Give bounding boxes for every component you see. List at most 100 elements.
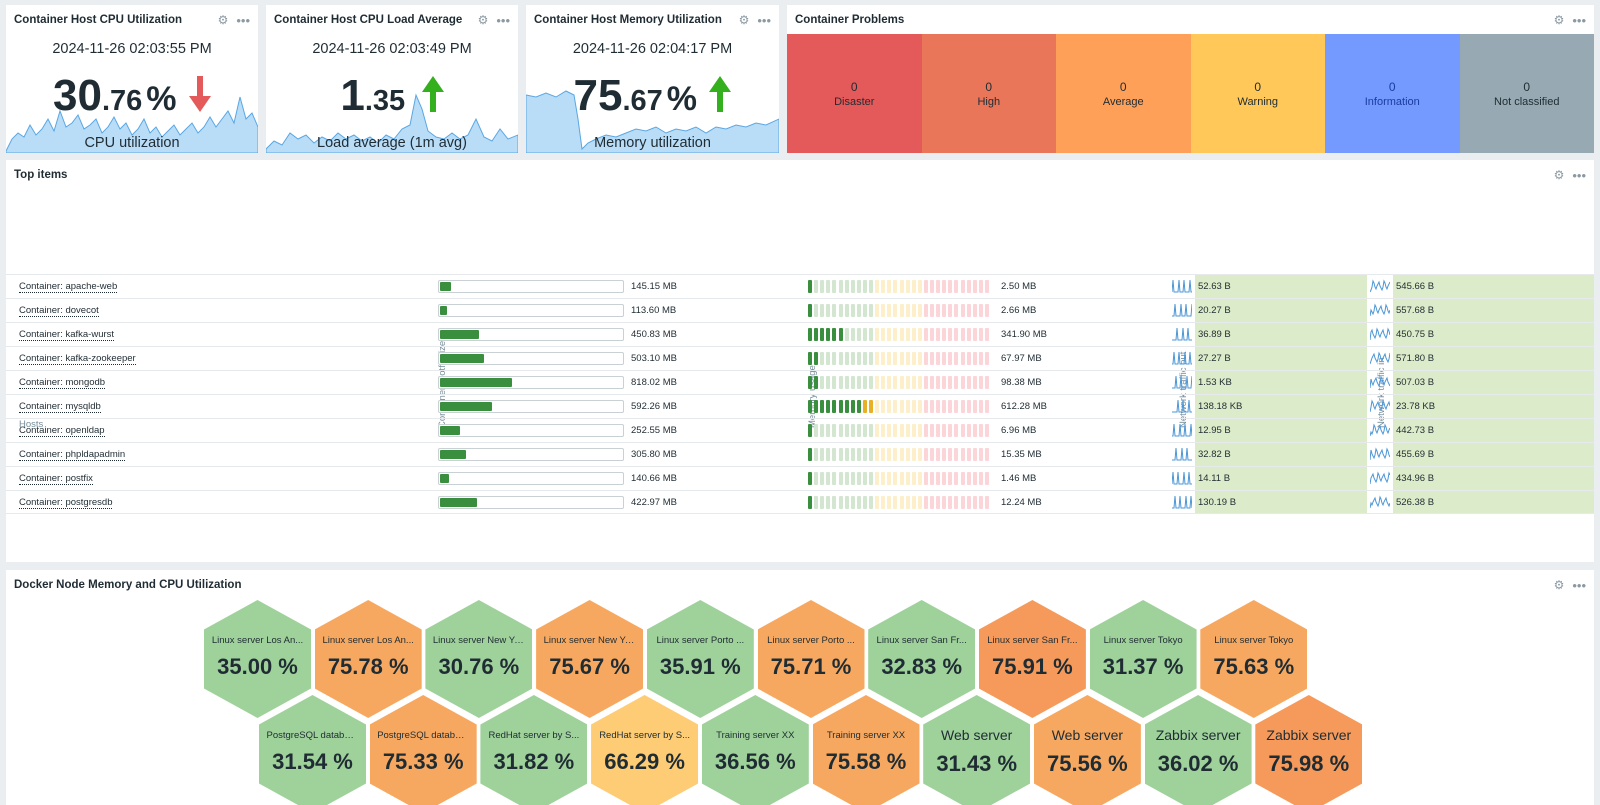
severity-average[interactable]: 0 Average: [1056, 34, 1191, 153]
net-in-value: 507.03 B: [1396, 377, 1435, 388]
memory-gauge-segment: [887, 352, 892, 365]
memory-gauge-segment: [869, 376, 873, 389]
honeycomb-cell[interactable]: PostgreSQL database 31.54 %: [259, 695, 366, 805]
host-link[interactable]: Container: postfix: [19, 473, 93, 485]
honeycomb-cell[interactable]: Web server 31.43 %: [923, 695, 1031, 805]
more-icon[interactable]: •••: [496, 12, 510, 28]
net-out-value: 52.63 B: [1198, 281, 1231, 292]
memory-gauge-segment: [978, 280, 983, 293]
honeycomb-cell[interactable]: Linux server New York 75.67 %: [536, 600, 644, 718]
memory-gauge-segment: [966, 424, 971, 437]
memory-gauge-segment: [942, 352, 947, 365]
honeycomb-label: Linux server Porto ...: [767, 634, 855, 646]
honeycomb-cell[interactable]: Linux server Tokyo 31.37 %: [1089, 600, 1197, 718]
honeycomb-cell[interactable]: RedHat server by S... 66.29 %: [591, 695, 699, 805]
host-link[interactable]: Container: apache-web: [19, 281, 118, 293]
more-icon[interactable]: •••: [236, 12, 250, 28]
memory-gauge-segment: [936, 424, 941, 437]
rootfs-bar: [438, 424, 624, 437]
metric-value: 30.76%: [6, 71, 258, 121]
net-out-cell: [1195, 299, 1367, 322]
memory-gauge-segment: [832, 328, 837, 341]
rootfs-value: 305.80 MB: [631, 449, 677, 460]
honeycomb-cell-content: Linux server New York 75.67 %: [536, 600, 643, 718]
honeycomb-value: 32.83 %: [881, 653, 963, 679]
widget-header: Container Problems ⚙ •••: [787, 5, 1594, 35]
severity-information[interactable]: 0 Information: [1325, 34, 1460, 153]
rootfs-bar-fill: [440, 450, 466, 459]
honeycomb-label: Linux server New York: [543, 634, 636, 646]
memory-gauge-segment: [948, 328, 953, 341]
honeycomb-label: Web server: [941, 727, 1013, 743]
memory-gauge-segment: [862, 472, 867, 485]
gear-icon[interactable]: ⚙: [1553, 168, 1565, 182]
memory-gauge-segment: [875, 304, 880, 317]
memory-gauge-segment: [881, 472, 886, 485]
honeycomb-cell[interactable]: Linux server Porto ... 75.71 %: [757, 600, 865, 718]
memory-gauge-segment: [862, 376, 867, 389]
honeycomb-cell[interactable]: Linux server Tokyo 75.63 %: [1200, 600, 1308, 718]
memory-gauge-segment: [978, 304, 983, 317]
memory-gauge-segment: [984, 496, 989, 509]
more-icon[interactable]: •••: [757, 12, 771, 28]
memory-gauge-segment: [893, 448, 898, 461]
honeycomb-cell[interactable]: Web server 75.56 %: [1033, 695, 1141, 805]
net-in-value: 545.66 B: [1396, 281, 1435, 292]
honeycomb-cell[interactable]: Linux server San Fr... 75.91 %: [978, 600, 1086, 718]
net-in-value: 434.96 B: [1396, 473, 1435, 484]
gear-icon[interactable]: ⚙: [477, 13, 489, 27]
memory-gauge-segment: [905, 328, 910, 341]
gear-icon[interactable]: ⚙: [738, 13, 750, 27]
severity-not-classified[interactable]: 0 Not classified: [1459, 34, 1594, 153]
table-row: Container: dovecot 113.60 MB 2.66 MB 20.27 …: [6, 298, 1594, 322]
memory-gauge-segment: [832, 304, 837, 317]
memory-gauge-segment: [966, 352, 971, 365]
honeycomb-cell-content: PostgreSQL database 75.33 %: [370, 695, 477, 805]
honeycomb-cell-content: Training server XX 36.56 %: [702, 695, 809, 805]
honeycomb-cell[interactable]: PostgreSQL database 75.33 %: [369, 695, 477, 805]
honeycomb-cell[interactable]: Linux server Los An... 75.78 %: [314, 600, 422, 718]
honeycomb-cell[interactable]: RedHat server by S... 31.82 %: [480, 695, 588, 805]
severity-high[interactable]: 0 High: [921, 34, 1056, 153]
table-row: Container: postgresdb 422.97 MB 12.24 MB 13…: [6, 490, 1594, 514]
honeycomb-cell[interactable]: Linux server San Fr... 32.83 %: [868, 600, 976, 718]
more-icon[interactable]: •••: [1572, 577, 1586, 593]
net-in-cell: [1393, 299, 1594, 322]
honeycomb-cell[interactable]: Zabbix server 75.98 %: [1255, 695, 1363, 805]
honeycomb-cell[interactable]: Linux server Porto ... 35.91 %: [646, 600, 754, 718]
memory-gauge-segment: [862, 424, 867, 437]
severity-disaster[interactable]: 0 Disaster: [787, 34, 922, 153]
host-link[interactable]: Container: mysqldb: [19, 401, 101, 413]
memory-gauge-segment: [966, 496, 971, 509]
host-link[interactable]: Container: postgresdb: [19, 497, 113, 509]
honeycomb-cell[interactable]: Training server XX 36.56 %: [701, 695, 809, 805]
memory-gauge-segment: [972, 400, 977, 413]
rootfs-bar-fill: [440, 426, 461, 435]
honeycomb-cell[interactable]: Linux server Los An... 35.00 %: [204, 600, 311, 718]
memory-gauge-segment: [875, 496, 880, 509]
honeycomb-cell[interactable]: Training server XX 75.58 %: [812, 695, 920, 805]
table-row: Container: apache-web 145.15 MB 2.50 MB 52.…: [6, 274, 1594, 298]
severity-warning[interactable]: 0 Warning: [1190, 34, 1325, 153]
memory-gauge-segment: [814, 304, 819, 317]
more-icon[interactable]: •••: [1572, 12, 1586, 28]
host-link[interactable]: Container: phpldapadmin: [19, 449, 126, 461]
honeycomb-cell[interactable]: Zabbix server 36.02 %: [1144, 695, 1252, 805]
rootfs-bar-fill: [440, 282, 452, 291]
host-link[interactable]: Container: kafka-wurst: [19, 329, 115, 341]
rootfs-bar: [438, 376, 624, 389]
honeycomb-value: 30.76 %: [438, 653, 520, 679]
host-link[interactable]: Container: mongodb: [19, 377, 106, 389]
memory-gauge-segment: [862, 304, 867, 317]
memory-gauge-segment: [808, 472, 812, 485]
gear-icon[interactable]: ⚙: [1553, 13, 1565, 27]
gear-icon[interactable]: ⚙: [217, 13, 229, 27]
host-link[interactable]: Container: dovecot: [19, 305, 99, 317]
memory-gauge-segment: [869, 280, 873, 293]
host-link[interactable]: Container: kafka-zookeeper: [19, 353, 136, 365]
host-link[interactable]: Container: openldap: [19, 425, 105, 437]
more-icon[interactable]: •••: [1572, 167, 1586, 183]
gear-icon[interactable]: ⚙: [1553, 578, 1565, 592]
memory-gauge: [808, 424, 992, 437]
honeycomb-cell[interactable]: Linux server New York 30.76 %: [425, 600, 533, 718]
